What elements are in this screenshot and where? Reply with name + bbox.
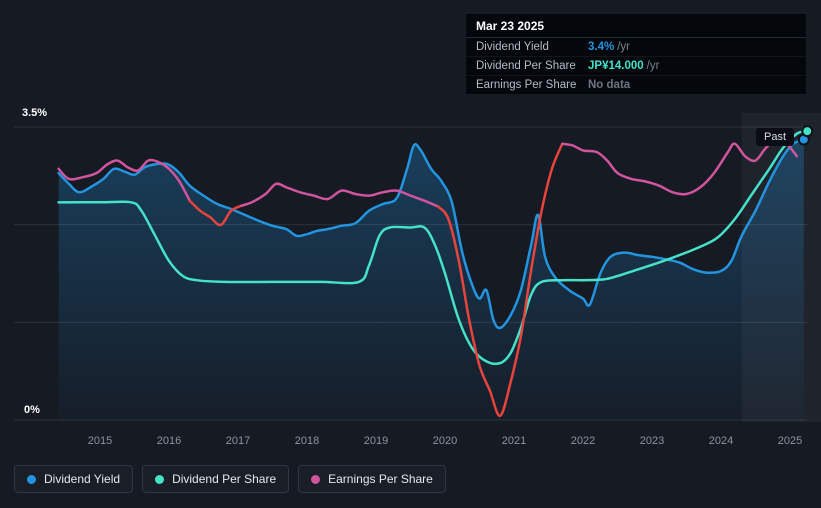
earnings-per-share-line [240,182,440,208]
tooltip-date: Mar 23 2025 [466,14,806,38]
dividend-per-share-line [57,129,809,366]
tooltip-label: Earnings Per Share [476,79,577,91]
tooltip-row-dividend-per-share: Dividend Per Share JP¥14.000 /yr [466,57,806,76]
x-tick-label: 2024 [709,435,733,447]
tooltip-value: 3.4% [588,41,615,53]
legend-item-earnings-per-share[interactable]: Earnings Per Share [298,465,446,493]
earnings-per-share-dot-icon [311,474,321,484]
x-tick-label: 2021 [502,435,526,447]
chart-tooltip: Mar 23 2025 Dividend Yield 3.4% /yr Divi… [466,14,806,94]
earnings-per-share-line [57,158,191,202]
legend-label: Earnings Per Share [328,472,433,486]
legend-item-dividend-yield[interactable]: Dividend Yield [14,465,134,493]
earnings-per-share-line [561,138,799,196]
x-tick-label: 2018 [295,435,319,447]
chart-legend: Dividend Yield Dividend Per Share Earnin… [14,465,446,493]
earnings-per-share-line [436,142,564,418]
x-tick-label: 2016 [157,435,181,447]
tooltip-label: Dividend Per Share [476,60,576,72]
dividend-yield-dot-icon [27,474,36,484]
tooltip-value-suffix: /yr [617,41,630,53]
tooltip-value-suffix: /yr [646,60,660,72]
tooltip-value: JP¥14.000 [588,60,644,72]
past-region-label: Past [756,128,795,146]
legend-label: Dividend Per Share [172,472,277,486]
x-tick-label: 2015 [88,435,112,447]
dividend-per-share-dot-icon [155,474,165,484]
tooltip-row-earnings-per-share: Earnings Per Share No data [466,76,806,94]
x-tick-label: 2023 [640,435,664,447]
x-tick-label: 2017 [226,435,250,447]
x-tick-label: 2025 [778,435,802,447]
tooltip-row-dividend-yield: Dividend Yield 3.4% /yr [466,38,806,57]
legend-item-dividend-per-share[interactable]: Dividend Per Share [142,465,290,493]
dividend-yield-area [58,139,804,420]
tooltip-value: No data [588,79,631,91]
dividend-per-share-end-marker [801,125,814,138]
x-tick-label: 2022 [571,435,595,447]
x-tick-label: 2019 [364,435,388,447]
y-axis-min-label: 0% [24,404,40,416]
earnings-per-share-line [188,199,243,227]
legend-label: Dividend Yield [44,472,121,486]
y-axis-max-label: 3.5% [22,107,48,119]
x-tick-label: 2020 [433,435,457,447]
tooltip-label: Dividend Yield [476,41,549,53]
